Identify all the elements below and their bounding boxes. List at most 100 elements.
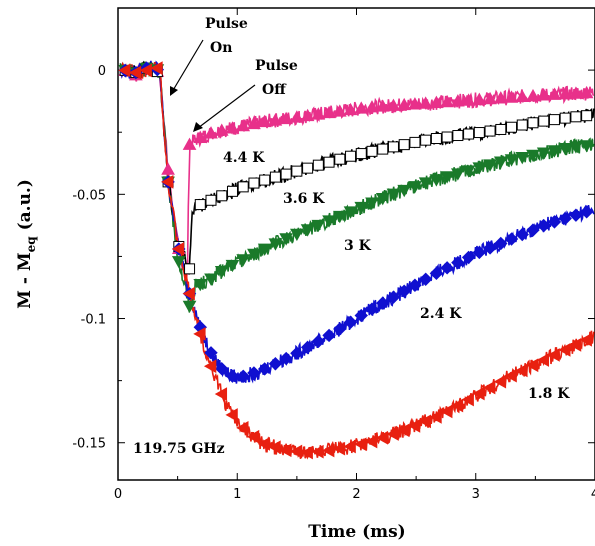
marker-3k bbox=[569, 141, 583, 154]
pulse-off-arrowhead bbox=[193, 122, 203, 132]
marker-3k bbox=[483, 159, 497, 172]
marker-3k bbox=[418, 177, 433, 190]
series-label-4: 1.8 K bbox=[528, 386, 570, 402]
frequency-label: 119.75 GHz bbox=[133, 441, 225, 457]
marker-4-4k bbox=[332, 104, 347, 117]
marker-1-8k bbox=[397, 423, 410, 438]
marker-3-6k bbox=[312, 159, 324, 171]
marker-1-8k bbox=[279, 443, 292, 458]
marker-2-4k bbox=[515, 227, 529, 242]
marker-2-4k bbox=[451, 255, 465, 270]
marker-3-6k bbox=[420, 134, 432, 146]
marker-4-4k bbox=[311, 107, 326, 120]
marker-2-4k bbox=[311, 334, 326, 349]
marker-2-4k bbox=[322, 328, 336, 343]
marker-4-4k bbox=[536, 88, 551, 101]
marker-4-4k bbox=[322, 105, 336, 119]
marker-2-4k bbox=[300, 340, 315, 355]
pulse-annotations: Pulse On Pulse Off bbox=[170, 16, 298, 132]
marker-3-6k bbox=[237, 181, 249, 193]
marker-1-8k bbox=[558, 343, 571, 357]
marker-3k bbox=[365, 197, 379, 210]
marker-3-6k bbox=[398, 139, 410, 151]
marker-2-4k bbox=[343, 315, 358, 329]
pulse-on-arrowhead bbox=[170, 86, 178, 96]
marker-2-4k bbox=[247, 366, 261, 380]
marker-4-4k bbox=[386, 98, 401, 111]
marker-3-6k bbox=[463, 128, 475, 140]
marker-3k bbox=[193, 278, 208, 292]
y-tick-label: -0.1 bbox=[81, 313, 106, 328]
marker-3k bbox=[515, 152, 530, 165]
marker-3k bbox=[225, 259, 240, 273]
marker-4-4k bbox=[418, 96, 433, 109]
marker-1-8k bbox=[171, 242, 185, 256]
marker-1-8k bbox=[515, 363, 528, 378]
marker-4-4k bbox=[397, 97, 412, 111]
marker-2-4k bbox=[376, 296, 390, 310]
marker-1-8k bbox=[182, 286, 195, 301]
x-tick-label: 2 bbox=[352, 487, 360, 502]
marker-3-6k bbox=[259, 174, 271, 186]
marker-2-4k bbox=[472, 245, 487, 260]
marker-4-4k bbox=[558, 86, 573, 100]
marker-1-8k bbox=[568, 338, 582, 352]
marker-2-4k bbox=[225, 369, 240, 383]
series-label-3: 2.4 K bbox=[420, 306, 462, 322]
marker-1-8k bbox=[493, 374, 507, 389]
marker-3-6k bbox=[334, 153, 346, 165]
marker-1-8k bbox=[440, 404, 453, 419]
marker-2-4k bbox=[429, 266, 444, 281]
marker-1-8k bbox=[246, 429, 260, 444]
marker-4-4k bbox=[204, 126, 218, 139]
marker-4-4k bbox=[343, 102, 358, 116]
marker-2-4k bbox=[569, 208, 583, 222]
marker-1-8k bbox=[483, 380, 496, 395]
x-tick-label: 1 bbox=[233, 487, 241, 502]
marker-3k bbox=[171, 256, 186, 269]
marker-3k bbox=[429, 174, 444, 187]
marker-4-4k bbox=[214, 123, 229, 136]
marker-4-4k bbox=[375, 99, 390, 112]
pulse-off-label-line2: Off bbox=[262, 82, 287, 98]
marker-3k bbox=[322, 215, 336, 228]
marker-1-8k bbox=[536, 353, 550, 367]
y-axis-title-unit: (a.u.) bbox=[15, 179, 35, 236]
marker-2-4k bbox=[365, 302, 379, 316]
marker-3-6k bbox=[538, 115, 550, 127]
marker-3k bbox=[214, 266, 229, 279]
y-tick-label: -0.15 bbox=[72, 437, 106, 452]
axis-ticks: 0 1 2 3 4 0 -0.05 -0.1 -0.15 bbox=[72, 7, 595, 502]
marker-3-6k bbox=[409, 136, 421, 148]
marker-4-4k bbox=[182, 137, 197, 150]
marker-3-6k bbox=[248, 177, 260, 189]
marker-1-8k bbox=[311, 444, 324, 459]
marker-3-6k bbox=[323, 156, 335, 168]
marker-2-4k bbox=[333, 322, 347, 336]
marker-4-4k bbox=[236, 118, 251, 132]
series-label-0: 4.4 K bbox=[223, 150, 265, 166]
marker-1-8k bbox=[525, 358, 539, 373]
marker-3-6k bbox=[205, 194, 217, 206]
marker-2-4k bbox=[215, 362, 229, 376]
marker-1-8k bbox=[354, 437, 367, 452]
marker-2-4k bbox=[268, 357, 283, 371]
marker-3-6k bbox=[548, 114, 560, 126]
x-axis-title: Time (ms) bbox=[308, 522, 405, 542]
marker-2-4k bbox=[408, 278, 422, 292]
marker-3k bbox=[408, 181, 422, 194]
marker-2-4k bbox=[483, 241, 497, 255]
marker-1-8k bbox=[150, 61, 163, 75]
marker-2-4k bbox=[418, 272, 433, 286]
marker-1-8k bbox=[128, 65, 142, 80]
series-label-1: 3.6 K bbox=[283, 191, 325, 207]
marker-3k bbox=[375, 192, 390, 206]
marker-1-8k bbox=[139, 63, 152, 78]
x-tick-label: 0 bbox=[114, 487, 122, 502]
marker-3k bbox=[472, 162, 487, 175]
marker-3-6k bbox=[269, 171, 281, 183]
marker-3k bbox=[247, 248, 261, 262]
marker-3-6k bbox=[216, 190, 228, 202]
y-tick-label: 0 bbox=[98, 64, 106, 79]
pulse-off-label-line1: Pulse bbox=[255, 58, 298, 74]
